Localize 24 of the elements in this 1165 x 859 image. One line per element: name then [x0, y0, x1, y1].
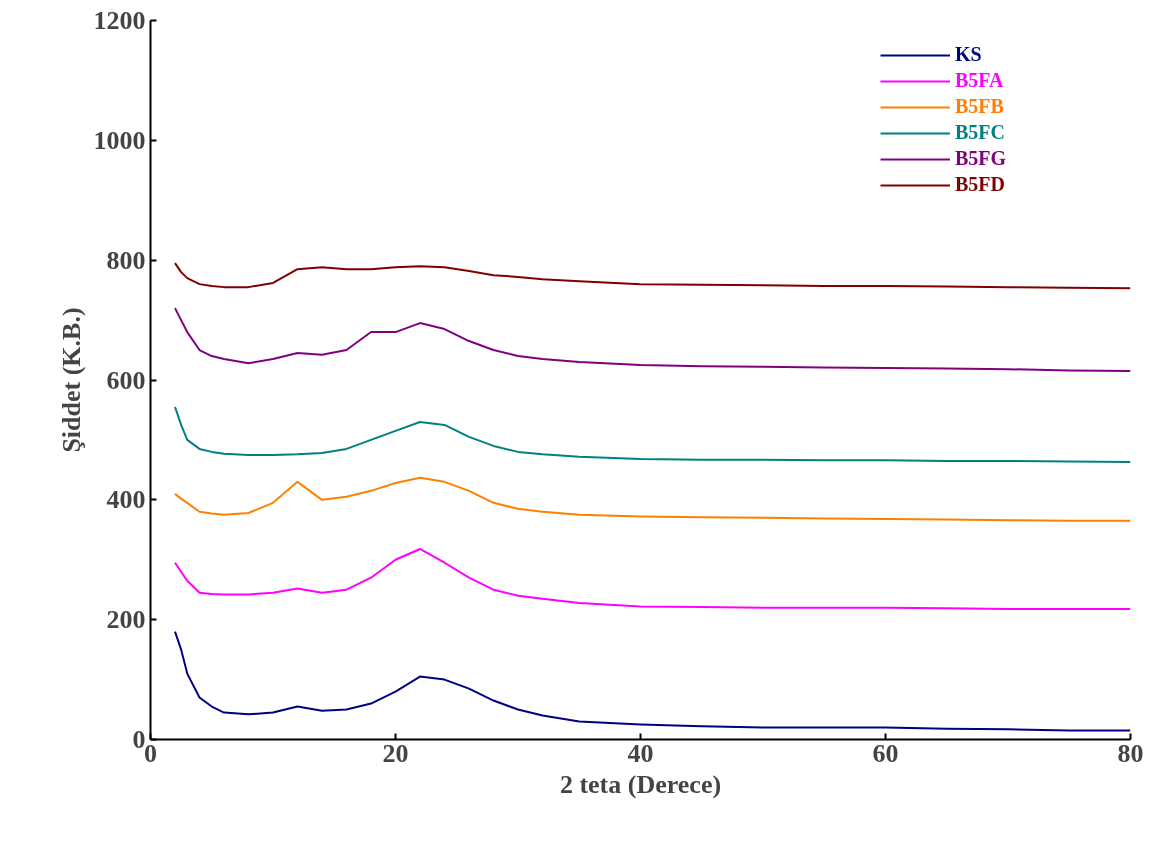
y-tick-label: 200	[106, 605, 146, 635]
legend-label: KS	[955, 43, 982, 66]
y-axis-title: Şiddet (K.B.)	[56, 307, 86, 453]
line-series	[174, 630, 1131, 732]
x-tick-label: 80	[1117, 738, 1144, 768]
line-series	[174, 262, 1131, 290]
x-tick-label: 20	[382, 738, 409, 768]
line-series	[174, 547, 1131, 610]
y-tick-label: 400	[106, 485, 146, 515]
line-series	[174, 405, 1131, 464]
x-tick-label: 40	[627, 738, 654, 768]
legend-label: B5FC	[955, 121, 1005, 144]
y-tick-label: 1000	[93, 125, 146, 155]
x-tick-label: 60	[872, 738, 899, 768]
x-axis-title: 2 teta (Derece)	[559, 769, 722, 799]
y-tick-label: 800	[106, 245, 146, 275]
legend-label: B5FG	[955, 147, 1007, 170]
y-tick-label: 1200	[93, 6, 146, 35]
line-series	[174, 476, 1131, 522]
line-series	[174, 307, 1131, 373]
legend-label: B5FB	[955, 95, 1004, 118]
y-tick-label: 600	[106, 365, 146, 395]
legend-label: B5FA	[955, 69, 1004, 92]
legend-label: B5FD	[955, 173, 1005, 196]
